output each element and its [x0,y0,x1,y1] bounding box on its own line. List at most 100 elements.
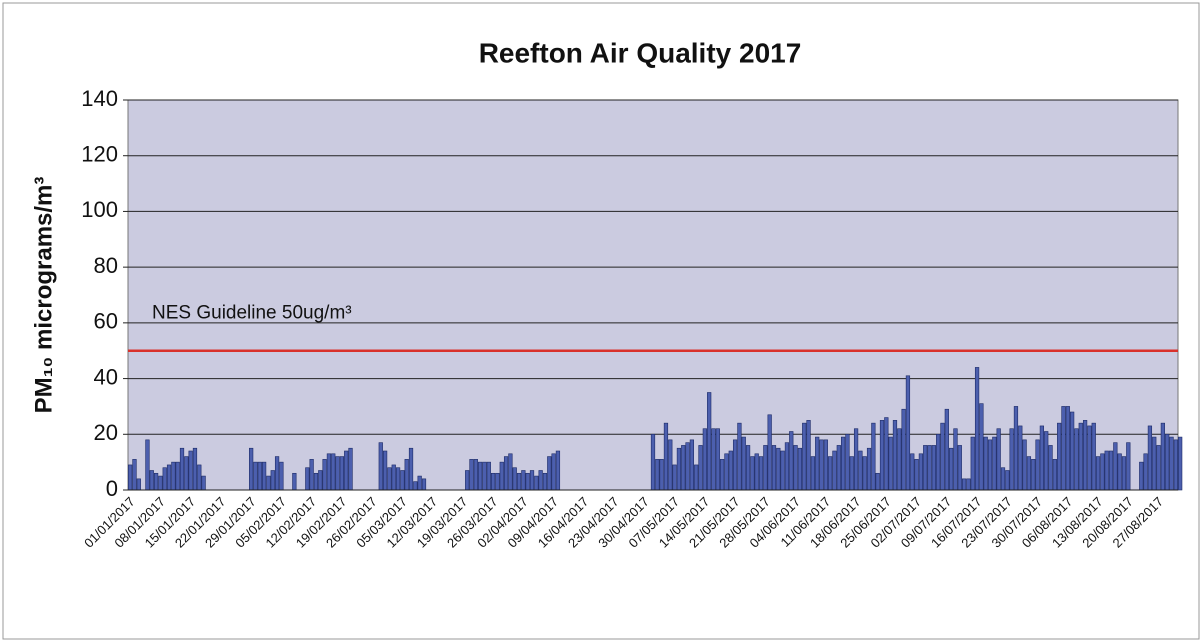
bar [1031,459,1036,491]
bar [158,475,163,491]
bar [957,445,962,491]
y-tick-label: 20 [94,420,118,445]
bar [417,475,422,491]
bar [1169,436,1174,491]
bar [720,459,725,491]
bar [961,478,967,491]
bar [758,456,764,491]
bar [866,447,872,491]
bar [482,461,487,491]
bar [858,450,863,491]
bar [551,453,556,491]
bar [668,439,673,491]
bar [1035,439,1040,491]
bar [149,470,154,491]
bar [253,461,258,491]
bar [681,445,686,491]
bar [1061,406,1066,491]
bar [1091,422,1096,491]
bar [750,456,755,491]
bar [832,450,837,491]
bar [348,447,353,491]
bar [344,450,349,491]
bar [871,422,876,491]
bar [266,475,271,491]
bar [685,442,690,491]
chart-title: Reefton Air Quality 2017 [479,37,802,68]
y-tick-label: 140 [81,86,118,111]
bar [128,464,133,491]
bar [672,464,677,491]
bar [936,433,941,491]
bar [715,428,720,491]
y-axis-label: PM₁₀ micrograms/m³ [30,177,57,414]
bar [702,428,707,491]
bar [918,453,924,491]
bar [534,475,539,491]
bar [491,472,496,491]
bar [382,450,388,491]
bar [763,445,768,491]
bar [201,475,206,491]
bar [335,456,340,491]
bar [1095,456,1101,491]
bar [845,433,850,491]
bar [823,439,828,491]
bar [828,456,833,491]
bar [166,464,172,491]
bar [819,439,824,491]
bar [979,403,984,491]
bar [737,422,742,491]
bar [1009,428,1014,491]
bar [892,420,898,491]
bar [655,459,660,491]
bar [754,453,759,491]
bar [1104,450,1109,491]
y-tick-label: 40 [94,364,118,389]
bar [853,428,859,491]
bar [793,445,798,491]
bar [525,472,530,491]
bar [305,467,310,491]
bar [512,467,517,491]
bar [1173,439,1178,491]
bar [257,461,262,491]
bar [261,461,267,491]
bar [897,428,902,491]
bar [292,472,297,491]
bar [1052,459,1057,491]
bar [1082,420,1088,491]
y-tick-label: 0 [106,476,118,501]
bar [728,450,733,491]
bar [478,461,483,491]
bar [659,459,664,491]
bar [836,445,841,491]
bar [499,461,504,491]
bar [309,459,314,491]
bar [516,472,522,491]
bar [815,436,820,491]
bar [1152,436,1157,491]
bar [400,470,405,491]
bar [197,464,202,491]
plot-area [127,99,1179,491]
bar [797,447,803,491]
bar [387,467,392,491]
bar [724,453,729,491]
bar [339,456,345,491]
y-tick-label: 100 [81,197,118,222]
bar [771,445,777,491]
bar [331,453,336,491]
bar [949,447,954,491]
bar [784,442,790,491]
bar [953,428,958,491]
bar [910,453,915,491]
bar [145,439,150,491]
bar [1000,467,1006,491]
bar [313,472,319,491]
bar [1048,445,1053,491]
bar [1026,456,1032,491]
bar [810,456,815,491]
bar [806,420,811,491]
bar [188,450,193,491]
